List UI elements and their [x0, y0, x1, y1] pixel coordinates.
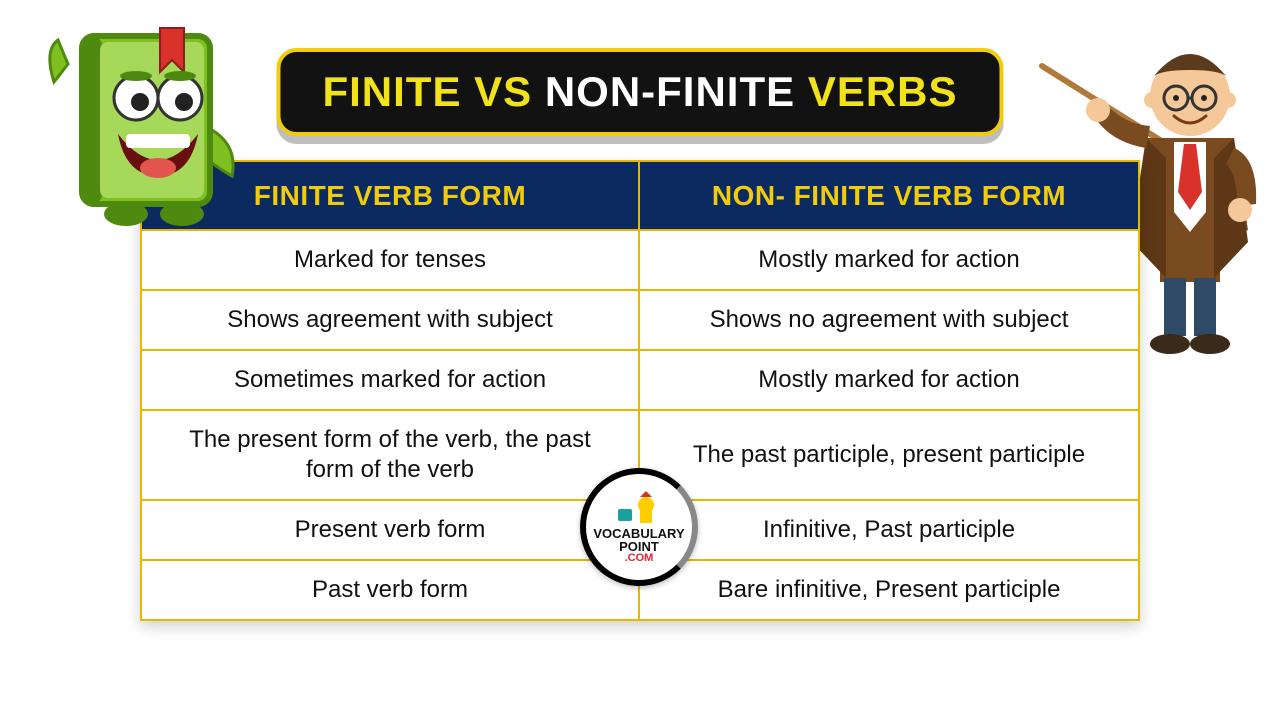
- book-character-icon: [40, 10, 250, 230]
- table-cell: Infinitive, Past participle: [640, 501, 1138, 561]
- watermark-text: VOCABULARY POINT .COM: [593, 527, 684, 564]
- table-cell: Present verb form: [142, 501, 640, 561]
- table-cell: The present form of the verb, the past f…: [142, 411, 640, 501]
- table-header-row: FINITE VERB FORM NON- FINITE VERB FORM: [142, 162, 1138, 231]
- table-header-cell: NON- FINITE VERB FORM: [640, 162, 1138, 231]
- title-part-2: NON-FINITE: [545, 68, 795, 115]
- table-cell: Shows agreement with subject: [142, 291, 640, 351]
- table-cell: Marked for tenses: [142, 231, 640, 291]
- table-cell: Past verb form: [142, 561, 640, 619]
- table-cell: Mostly marked for action: [640, 351, 1138, 411]
- table-cell: Bare infinitive, Present participle: [640, 561, 1138, 619]
- watermark-logo-icon: VOCABULARY POINT .COM: [580, 468, 700, 588]
- title-part-1: FINITE VS: [322, 68, 544, 115]
- title-part-3: VERBS: [795, 68, 957, 115]
- table-row: Marked for tenses Mostly marked for acti…: [142, 231, 1138, 291]
- watermark-line3: .COM: [593, 553, 684, 564]
- table-cell: Shows no agreement with subject: [640, 291, 1138, 351]
- table-cell: Sometimes marked for action: [142, 351, 640, 411]
- table-row: Sometimes marked for action Mostly marke…: [142, 351, 1138, 411]
- table-cell: The past participle, present participle: [640, 411, 1138, 501]
- title-banner: FINITE VS NON-FINITE VERBS: [276, 48, 1003, 136]
- table-cell: Mostly marked for action: [640, 231, 1138, 291]
- table-row: Shows agreement with subject Shows no ag…: [142, 291, 1138, 351]
